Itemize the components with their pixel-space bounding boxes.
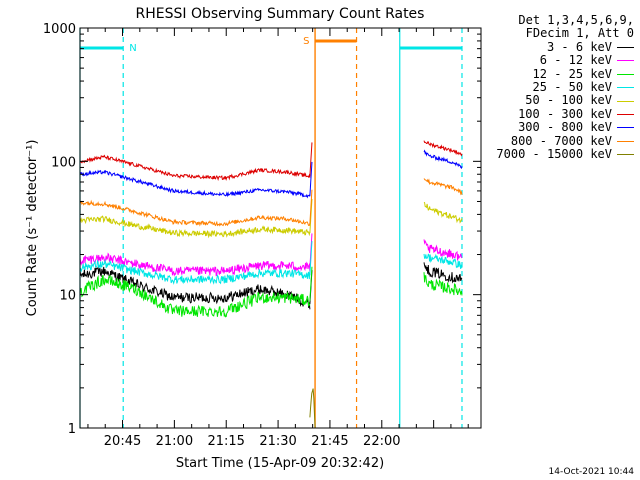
legend-label: 50 - 100 keV xyxy=(525,93,612,108)
series-line xyxy=(79,252,311,277)
legend-entry: 6 - 12 keV xyxy=(496,53,634,68)
legend-swatch xyxy=(617,73,634,75)
x-tick-label: 21:15 xyxy=(207,434,244,449)
series-line xyxy=(423,178,463,196)
series-line xyxy=(423,253,463,269)
flare-rise xyxy=(309,266,313,301)
x-tick-label: 20:45 xyxy=(104,434,141,449)
legend-entry: 300 - 800 keV xyxy=(496,120,634,135)
legend-swatch xyxy=(617,140,634,142)
legend-label: 12 - 25 keV xyxy=(532,66,612,81)
legend-swatch xyxy=(617,154,634,156)
series-12-25-kev xyxy=(79,272,463,318)
legend-label: 300 - 800 keV xyxy=(518,120,612,135)
series-line xyxy=(423,272,463,296)
legend-entry: 100 - 300 keV xyxy=(496,106,634,121)
y-axis-label: Count Rate (s⁻¹ detector⁻¹) xyxy=(25,140,40,317)
y-tick-label: 10 xyxy=(59,289,76,304)
legend-entry: 800 - 7000 keV xyxy=(496,133,634,148)
legend-header-2: FDecim 1, Att 0 xyxy=(525,26,634,41)
series-800-7000-kev xyxy=(80,178,463,227)
series-line xyxy=(423,201,463,224)
flare-rise xyxy=(309,241,313,276)
series-50-100-kev xyxy=(79,201,463,239)
axes-layer: 1 10 100 1000 20:45 21:00 21:15 21:30 21:45 22:00 xyxy=(43,22,481,449)
series-line xyxy=(79,274,311,318)
x-tick-label: 21:00 xyxy=(156,434,193,449)
flare-flag-label: S xyxy=(303,36,309,47)
series-line xyxy=(79,258,311,285)
series-line xyxy=(79,169,311,199)
y-tick-label: 100 xyxy=(51,155,76,170)
series-line xyxy=(423,239,463,261)
legend-entry: 50 - 100 keV xyxy=(496,94,634,107)
x-tick-label: 21:30 xyxy=(259,434,296,449)
flare-rise xyxy=(309,189,313,224)
legend-swatch xyxy=(617,127,634,129)
y-tick-label: 1 xyxy=(68,422,76,437)
legend-swatch xyxy=(617,114,634,116)
series-line xyxy=(423,140,463,157)
legend-label: 800 - 7000 keV xyxy=(510,133,612,148)
series-7000-15000-kev xyxy=(309,388,316,429)
series-25-50-kev xyxy=(79,253,463,285)
legend-label: 7000 - 15000 keV xyxy=(496,147,612,162)
legend-entry: 7000 - 15000 keV xyxy=(496,147,634,162)
legend-swatch xyxy=(617,100,634,102)
legend-swatch xyxy=(617,47,634,49)
legend: Det 1,3,4,5,6,9, FDecim 1, Att 0 3 - 6 k… xyxy=(496,13,634,162)
legend-entry: 25 - 50 keV xyxy=(496,80,634,95)
series-line xyxy=(79,154,311,181)
flag-layer: NS xyxy=(79,28,463,428)
series-300-800-kev xyxy=(79,149,463,199)
series-6-12-kev xyxy=(79,239,463,277)
legend-entry: 3 - 6 keV xyxy=(496,39,634,54)
timestamp-footer: 14-Oct-2021 10:44 xyxy=(548,467,634,477)
legend-swatch xyxy=(617,87,634,89)
series-line xyxy=(79,215,311,239)
series-line xyxy=(79,265,311,310)
series-line xyxy=(423,262,463,284)
series-line xyxy=(423,149,463,170)
legend-swatch xyxy=(617,60,634,62)
series-layer xyxy=(79,140,463,429)
x-tick-label: 21:45 xyxy=(311,434,348,449)
legend-label: 25 - 50 keV xyxy=(532,80,612,95)
flare-rise xyxy=(309,161,313,196)
series-3-6-kev xyxy=(79,262,463,310)
saa-flag-label: N xyxy=(129,43,136,54)
chart-title: RHESSI Observing Summary Count Rates xyxy=(136,6,425,22)
legend-label: 6 - 12 keV xyxy=(539,53,612,68)
flare-rise xyxy=(309,142,313,177)
y-tick-label: 1000 xyxy=(43,22,76,37)
legend-entry: 12 - 25 keV xyxy=(496,66,634,81)
series-line xyxy=(309,388,316,429)
x-axis-label: Start Time (15-Apr-09 20:32:42) xyxy=(176,456,384,471)
series-line xyxy=(80,199,311,227)
plot-frame xyxy=(79,27,482,429)
legend-label: 100 - 300 keV xyxy=(518,106,612,121)
flare-rise xyxy=(309,198,313,234)
legend-label: 3 - 6 keV xyxy=(546,39,612,54)
legend-header-1: Det 1,3,4,5,6,9, xyxy=(518,13,634,27)
x-tick-label: 22:00 xyxy=(363,434,400,449)
series-100-300-kev xyxy=(79,140,463,181)
